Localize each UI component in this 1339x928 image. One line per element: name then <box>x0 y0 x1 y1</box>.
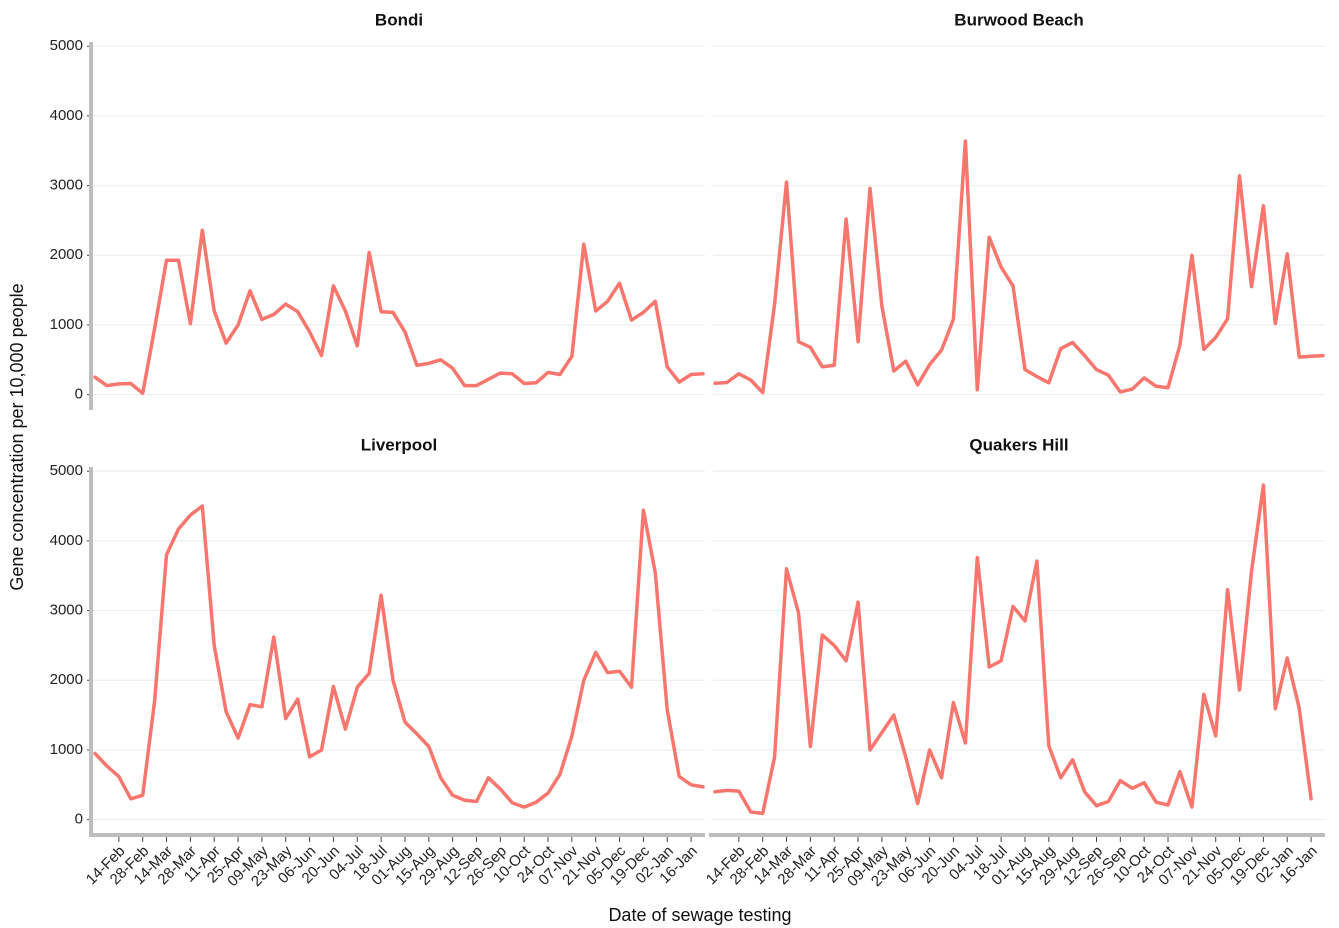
y-tick-label: 5000 <box>50 37 83 54</box>
y-tick-label: 3000 <box>50 177 83 194</box>
y-tick-label: 2000 <box>50 671 83 688</box>
y-tick-label: 1000 <box>50 741 83 758</box>
y-tick-label: 3000 <box>50 602 83 619</box>
y-tick-label: 2000 <box>50 246 83 263</box>
y-tick-label: 4000 <box>50 107 83 124</box>
panel-title: Liverpool <box>361 435 438 454</box>
y-tick-label: 4000 <box>50 532 83 549</box>
data-line <box>713 483 1313 816</box>
panel-title: Quakers Hill <box>969 435 1068 454</box>
y-tick-label: 0 <box>75 386 83 403</box>
panel-title: Burwood Beach <box>954 10 1083 29</box>
y-tick-label: 5000 <box>50 462 83 479</box>
panel-title: Bondi <box>375 10 423 29</box>
data-line <box>93 504 705 809</box>
y-tick-label: 0 <box>75 811 83 828</box>
y-tick-label: 1000 <box>50 316 83 333</box>
x-axis-label: Date of sewage testing <box>608 905 791 925</box>
data-line <box>713 139 1325 395</box>
y-axis-label: Gene concentration per 10,000 people <box>7 283 27 590</box>
data-line <box>93 228 705 396</box>
